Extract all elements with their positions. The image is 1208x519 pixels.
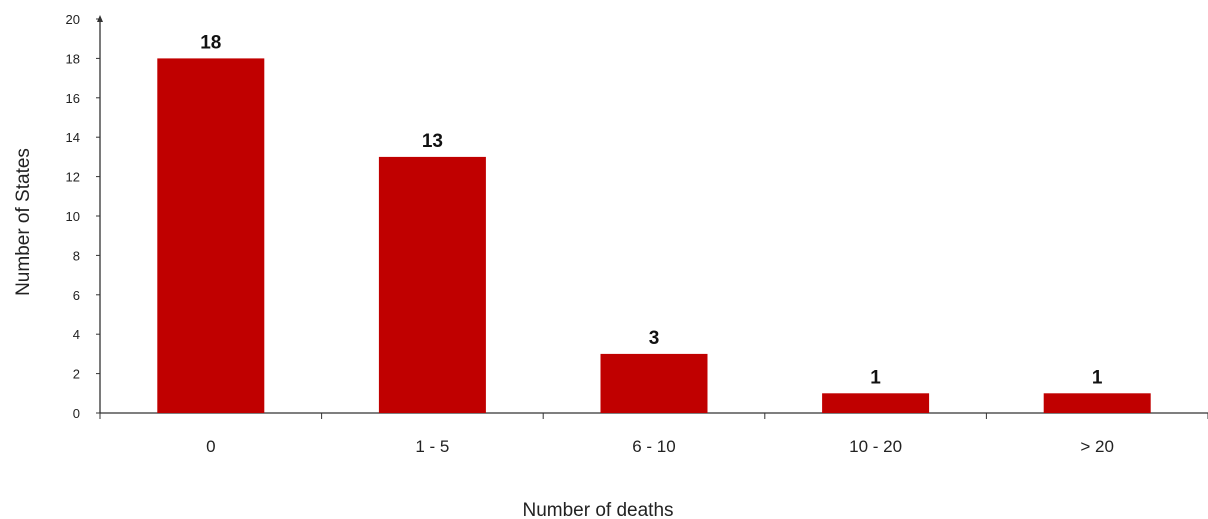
- y-tick-label: 4: [73, 327, 80, 342]
- bar: [822, 393, 930, 413]
- x-tick-label: 0: [206, 437, 215, 456]
- y-tick-label: 0: [73, 406, 80, 421]
- bar: [378, 156, 486, 413]
- x-tick-label: 10 - 20: [849, 437, 902, 456]
- y-tick-label: 8: [73, 248, 80, 263]
- data-label: 3: [649, 328, 660, 349]
- y-tick-label: 12: [66, 170, 80, 185]
- y-axis-title: Number of States: [13, 148, 34, 296]
- y-tick-label: 20: [66, 12, 80, 27]
- data-label: 13: [422, 131, 443, 152]
- x-tick-label: 6 - 10: [632, 437, 675, 456]
- x-axis-title: Number of deaths: [522, 500, 673, 519]
- y-tick-label: 2: [73, 367, 80, 382]
- data-label: 1: [870, 367, 881, 388]
- y-tick-label: 14: [66, 130, 80, 145]
- x-tick-label: 1 - 5: [415, 437, 449, 456]
- bar: [600, 353, 708, 413]
- data-labels: 18 13 3 1 1: [200, 32, 1103, 388]
- data-label: 18: [200, 32, 221, 53]
- x-tick-label: > 20: [1080, 437, 1114, 456]
- y-tick-label: 18: [66, 51, 80, 66]
- x-axis: 0 1 - 5 6 - 10 10 - 20 > 20: [99, 412, 1208, 456]
- y-tick-label: 10: [66, 209, 80, 224]
- y-tick-label: 6: [73, 288, 80, 303]
- bar: [157, 58, 265, 414]
- y-tick-label: 16: [66, 91, 80, 106]
- y-axis: 0 2 4 6 8 10 12 14 16 18 20: [66, 12, 103, 421]
- bars: [157, 58, 1151, 414]
- bar: [1043, 393, 1151, 413]
- data-label: 1: [1092, 367, 1103, 388]
